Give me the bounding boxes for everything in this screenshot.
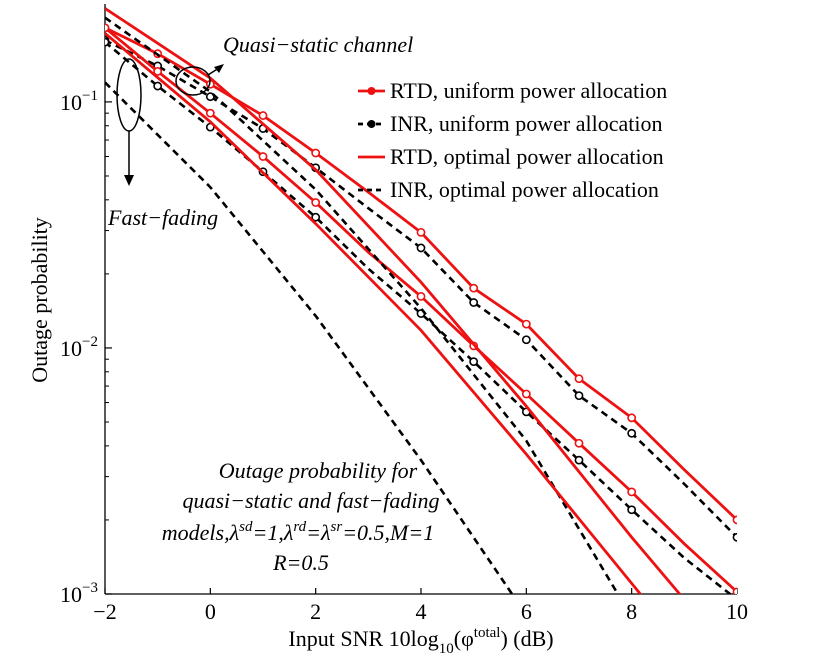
fast-fading-ellipse: [116, 58, 142, 132]
series-marker: [258, 152, 268, 161]
x-label-close: ) (dB): [500, 626, 553, 651]
series-marker: [574, 455, 584, 465]
series-marker: [258, 111, 268, 120]
series-marker: [574, 374, 584, 384]
series-line-5: [105, 16, 620, 594]
series-marker: [469, 357, 479, 367]
series-marker: [153, 67, 163, 76]
legend-label-0: RTD, uniform power allocation: [390, 78, 667, 103]
x-tick-label: 0: [205, 599, 216, 624]
caption-line-3: models,λsd=1,λrd=λsr=0.5,M=1: [162, 519, 434, 545]
caption-line-2: quasi−static and fast−fading: [182, 488, 439, 513]
legend: RTD, uniform power allocation INR, unifor…: [358, 78, 667, 202]
caption-l3-a: models,λ: [162, 520, 239, 545]
legend-label-2: RTD, optimal power allocation: [390, 144, 664, 169]
series-marker: [627, 505, 637, 515]
series-marker: [627, 487, 637, 497]
y-axis-label: Outage probability: [27, 217, 52, 383]
series-marker: [311, 198, 321, 207]
quasi-static-ellipse: [175, 66, 211, 96]
caption-l3-b: =1,λ: [252, 520, 293, 545]
series-marker: [469, 283, 479, 293]
series-marker: [574, 438, 584, 448]
x-label-open: (φ: [454, 626, 474, 651]
series-marker: [416, 227, 426, 237]
x-tick-label: 2: [310, 599, 321, 624]
series-marker: [732, 515, 737, 525]
series-marker: [521, 389, 531, 399]
series-marker: [521, 319, 531, 329]
y-tick-exp: −2: [82, 334, 98, 350]
legend-label-1: INR, uniform power allocation: [390, 111, 663, 136]
legend-marker-0: [367, 87, 376, 95]
x-axis-label: Input SNR 10log10(φtotal) (dB): [288, 625, 553, 657]
y-tick-label: 10−2: [60, 334, 98, 361]
series-marker: [311, 212, 321, 222]
y-tick-base: 10: [60, 582, 82, 607]
y-tick-base: 10: [60, 90, 82, 115]
fast-fading-label: Fast−fading: [107, 205, 218, 230]
series-marker: [521, 335, 531, 345]
x-tick-label: 6: [521, 599, 532, 624]
series-marker: [627, 413, 637, 423]
caption-l3-rd: rd: [293, 519, 306, 535]
caption-l3-d: =0.5,M=1: [342, 520, 434, 545]
series-marker: [153, 81, 163, 91]
x-tick-label: −2: [93, 599, 116, 624]
series-marker: [574, 391, 584, 401]
x-tick-label: 8: [626, 599, 637, 624]
series-marker: [105, 37, 110, 47]
quasi-static-label: Quasi−static channel: [223, 32, 413, 57]
series-marker: [205, 108, 215, 118]
x-label-main: Input SNR 10log: [288, 626, 438, 651]
y-tick-base: 10: [60, 336, 82, 361]
series-marker: [311, 148, 321, 158]
series-marker: [732, 532, 737, 542]
series-layer: [105, 7, 737, 594]
series-line-6: [105, 32, 643, 594]
quasi-static-arrowhead: [214, 64, 224, 73]
legend-marker-1: [367, 120, 376, 128]
series-line-7: [105, 81, 514, 594]
series-marker: [469, 298, 479, 307]
caption-l3-sr: sr: [331, 519, 343, 535]
y-tick-label: 10−3: [60, 580, 98, 607]
legend-label-3: INR, optimal power allocation: [390, 177, 659, 202]
y-tick-exp: −1: [82, 88, 98, 104]
x-tick-label: 4: [416, 599, 427, 624]
x-label-sup: total: [474, 625, 501, 641]
x-label-sub: 10: [439, 641, 454, 657]
x-tick-label: 10: [726, 599, 748, 624]
fast-fading-arrowhead: [124, 175, 134, 186]
series-marker: [732, 587, 737, 594]
series-marker: [627, 428, 637, 438]
caption-l3-c: =λ: [306, 520, 330, 545]
series-marker: [416, 292, 426, 301]
caption-line-4: R=0.5: [272, 550, 329, 575]
annotation-shapes: [116, 58, 224, 186]
series-marker: [105, 23, 110, 33]
y-tick-label: 10−1: [60, 88, 98, 115]
y-tick-exp: −3: [82, 580, 98, 596]
series-marker: [416, 243, 426, 253]
caption-l3-sd: sd: [239, 519, 253, 535]
caption-line-1: Outage probability for: [219, 458, 418, 483]
